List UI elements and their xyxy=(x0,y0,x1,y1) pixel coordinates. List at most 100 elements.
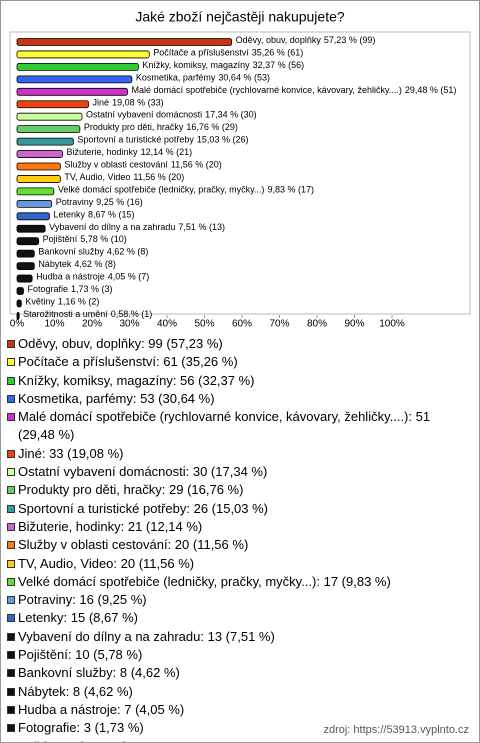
category-label: Potraviny xyxy=(56,197,94,207)
legend-swatch xyxy=(7,449,15,458)
legend-item: Knížky, komiksy, magazíny: 56 (32,37 %) xyxy=(7,372,469,390)
category-label: Starožitnosti a umění xyxy=(23,309,108,319)
bar xyxy=(16,287,24,295)
bar-label: Produkty pro děti, hračky 16,76 % (29) xyxy=(84,123,238,133)
category-label: Služby v oblasti cestování xyxy=(64,160,168,170)
legend-label: Velké domácí spotřebiče (ledničky, pračk… xyxy=(18,573,391,589)
bar-label: Nábytek 4,62 % (8) xyxy=(38,259,116,269)
value-label: 0,58 % (1) xyxy=(111,309,153,319)
legend-label: Malé domácí spotřebiče (rychlovarné konv… xyxy=(18,409,431,443)
legend-swatch xyxy=(7,394,15,403)
x-tick-label: 70% xyxy=(269,319,289,330)
legend-item: Hudba a nástroje: 7 (4,05 %) xyxy=(7,701,469,719)
bar xyxy=(16,150,63,158)
bar-label: Počítače a příslušenství 35,26 % (61) xyxy=(153,48,303,58)
bar xyxy=(16,224,46,233)
x-tick-label: 60% xyxy=(232,319,252,330)
bar xyxy=(16,237,40,246)
category-label: Produkty pro děti, hračky xyxy=(84,123,184,133)
category-label: Sportovní a turistické potřeby xyxy=(77,135,194,145)
legend-swatch xyxy=(7,596,15,605)
bar xyxy=(16,299,22,308)
legend-item: Malé domácí spotřebiče (rychlovarné konv… xyxy=(7,408,469,445)
legend-swatch xyxy=(7,504,15,513)
bar-label: Květiny 1,16 % (2) xyxy=(25,297,99,307)
value-label: 12,14 % (21) xyxy=(141,147,193,157)
legend-item: Produkty pro děti, hračky: 29 (16,76 %) xyxy=(7,481,469,499)
legend-label: Nábytek: 8 (4,62 %) xyxy=(18,683,133,699)
bar xyxy=(16,175,61,183)
x-tick-label: 90% xyxy=(344,319,364,330)
bar-label: Velké domácí spotřebiče (ledničky, pračk… xyxy=(58,185,314,195)
x-tick-label: 30% xyxy=(119,319,139,330)
category-label: Fotografie xyxy=(27,284,68,294)
legend-label: Vybavení do dílny a na zahradu: 13 (7,51… xyxy=(18,628,275,644)
legend-item: Bižuterie, hodinky: 21 (12,14 %) xyxy=(7,518,469,536)
x-tick-label: 20% xyxy=(82,319,102,330)
legend-swatch xyxy=(7,468,15,477)
value-label: 57,23 % (99) xyxy=(324,35,376,45)
category-label: Jiné xyxy=(93,98,110,108)
bar-label: Hudba a nástroje 4,05 % (7) xyxy=(36,272,149,282)
legend-label: Sportovní a turistické potřeby: 26 (15,0… xyxy=(18,500,269,516)
legend-label: Počítače a příslušenství: 61 (35,26 %) xyxy=(18,354,238,370)
category-label: Pojištění xyxy=(43,235,78,245)
legend-swatch xyxy=(7,541,15,550)
value-label: 30,64 % (53) xyxy=(218,73,270,83)
bar xyxy=(16,274,33,283)
category-label: Malé domácí spotřebiče (rychlovarné konv… xyxy=(132,85,402,95)
bar-label: TV, Audio, Video 11,56 % (20) xyxy=(64,172,184,182)
category-label: Květiny xyxy=(25,297,55,307)
category-label: Vybavení do dílny a na zahradu xyxy=(49,222,175,232)
value-label: 29,48 % (51) xyxy=(405,85,457,95)
value-label: 8,67 % (15) xyxy=(88,210,135,220)
category-label: Hudba a nástroje xyxy=(36,272,105,282)
legend-item: Květiny: 2 (1,16 %) xyxy=(7,738,469,742)
value-label: 5,78 % (10) xyxy=(80,235,127,245)
legend-swatch xyxy=(7,577,15,586)
category-label: Letenky xyxy=(54,210,86,220)
bar-label: Pojištění 5,78 % (10) xyxy=(43,235,127,245)
bar xyxy=(16,212,50,221)
legend-item: Pojištění: 10 (5,78 %) xyxy=(7,646,469,664)
legend-swatch xyxy=(7,522,15,531)
category-label: Počítače a příslušenství xyxy=(153,48,249,58)
legend-item: Nábytek: 8 (4,62 %) xyxy=(7,683,469,701)
legend-item: Fotografie: 3 (1,73 %) xyxy=(7,719,469,737)
legend-item: Ostatní vybavení domácnosti: 30 (17,34 %… xyxy=(7,463,469,481)
chart: Jaké zboží nejčastěji nakupujete? 0% 10% 2… xyxy=(9,9,471,330)
legend-item: Služby v oblasti cestování: 20 (11,56 %) xyxy=(7,536,469,554)
value-label: 17,34 % (30) xyxy=(205,110,257,120)
bar xyxy=(16,38,233,46)
legend-item: Velké domácí spotřebiče (ledničky, pračk… xyxy=(7,573,469,591)
legend-label: TV, Audio, Video: 20 (11,56 %) xyxy=(18,555,195,571)
legend-swatch xyxy=(7,632,15,641)
source: zdroj: https://53913.vyplnto.cz xyxy=(323,724,469,736)
legend: Oděvy, obuv, doplňky: 99 (57,23 %) Počíta… xyxy=(7,335,469,742)
category-label: Knížky, komiksy, magazíny xyxy=(142,60,250,70)
legend-label: Fotografie: 3 (1,73 %) xyxy=(18,720,144,736)
legend-swatch xyxy=(7,614,15,623)
value-label: 4,05 % (7) xyxy=(108,272,150,282)
chart-title: Jaké zboží nejčastěji nakupujete? xyxy=(135,9,345,25)
x-tick-label: 100% xyxy=(379,319,405,330)
value-label: 9,83 % (17) xyxy=(267,185,314,195)
bar xyxy=(16,137,74,146)
bar xyxy=(16,100,89,109)
legend-item: Sportovní a turistické potřeby: 26 (15,0… xyxy=(7,500,469,518)
legend-swatch xyxy=(7,651,15,660)
x-tick-label: 0% xyxy=(10,319,25,330)
legend-label: Ostatní vybavení domácnosti: 30 (17,34 %… xyxy=(18,464,268,480)
bar-label: Starožitnosti a umění 0,58 % (1) xyxy=(23,309,152,319)
legend-item: Počítače a příslušenství: 61 (35,26 %) xyxy=(7,353,469,371)
bar xyxy=(16,75,133,84)
legend-label: Služby v oblasti cestování: 20 (11,56 %) xyxy=(18,537,249,553)
legend-label: Bankovní služby: 8 (4,62 %) xyxy=(18,665,180,681)
bar-label: Vybavení do dílny a na zahradu 7,51 % (13… xyxy=(49,222,225,232)
legend-swatch xyxy=(7,358,15,367)
legend-swatch xyxy=(7,486,15,495)
category-label: Bižuterie, hodinky xyxy=(67,147,139,157)
legend-label: Knížky, komiksy, magazíny: 56 (32,37 %) xyxy=(18,372,255,388)
category-label: Kosmetika, parfémy xyxy=(136,73,216,83)
